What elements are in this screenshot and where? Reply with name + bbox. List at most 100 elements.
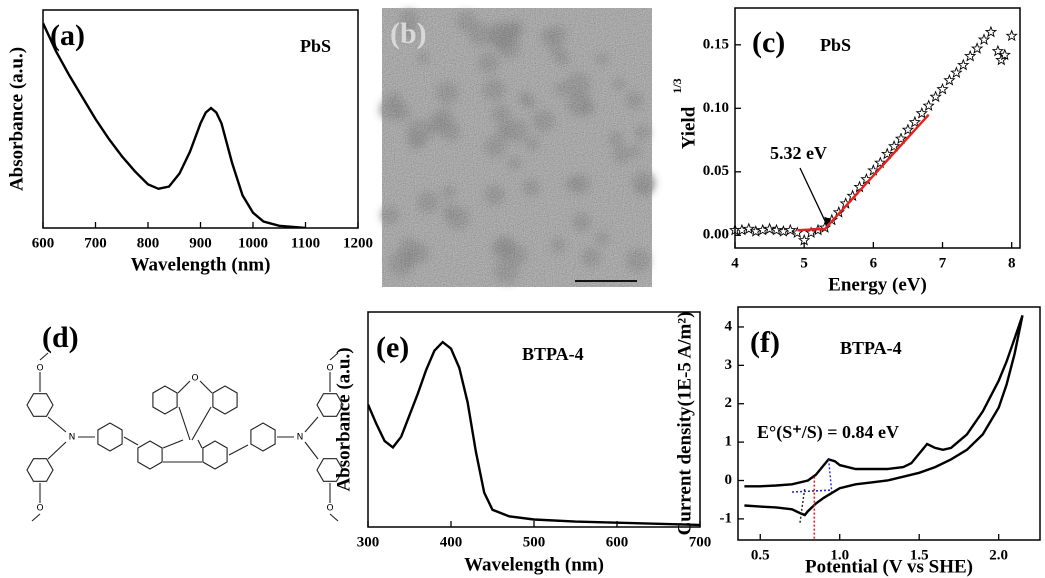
data-point [901,123,915,136]
x-tick-label: 0.5 [751,547,770,563]
data-point [991,44,1004,57]
ring [152,385,178,415]
onset-label: E°(S⁺/S) = 0.84 eV [757,422,899,443]
bond [228,444,249,456]
tangent [827,459,833,493]
plot-frame [737,306,1041,541]
data-point [984,25,998,38]
bond [123,436,139,446]
atom: O [326,504,333,514]
atom: O [36,364,43,374]
ring [316,458,344,482]
panel-label: (f) [750,326,780,359]
bond [31,513,41,522]
data-point [888,139,901,152]
atom: O [36,504,43,514]
panel-label: (c) [752,26,785,59]
y-axis-label: Current density(1E-5 A/m²) [674,312,695,536]
onset-label: 5.32 eV [770,143,827,163]
bond [304,416,319,433]
tangent [799,488,806,523]
data-point [784,223,797,236]
atom: O [191,374,198,384]
data-point [950,66,963,79]
data-line [43,22,306,228]
plot-frame [734,7,1021,249]
bond [47,416,67,433]
x-tick-label: 500 [523,534,546,550]
x-axis-label: Wavelength (nm) [131,254,271,275]
x-tick-label: 1.0 [830,547,849,563]
x-tick-label: 600 [32,235,55,251]
data-point [977,33,991,46]
y-axis-label: Absorbance (a.u.) [6,47,27,191]
bond [329,352,339,361]
x-tick-label: 900 [189,235,212,251]
y-axis-label: Yield [678,106,699,149]
x-tick-label: 8 [1008,255,1016,271]
arrow-head [824,216,832,226]
bond [177,380,191,394]
bond [329,513,339,522]
x-tick-label: 2.0 [989,547,1008,563]
y-tick-label: 0.00 [703,227,729,243]
ring [316,393,344,417]
ring [137,440,163,470]
data-point [922,99,935,112]
annotation: PbS [300,36,331,56]
bond [197,439,203,449]
data-point [915,106,928,119]
panel-label: (d) [42,321,79,354]
panel-label: (a) [50,19,85,52]
data-point [763,222,776,235]
x-tick-label: 5 [800,255,808,271]
bond [47,441,67,460]
atom: N [69,433,76,443]
y-tick-label: 0.15 [703,36,729,52]
data-line [368,340,700,527]
ring [97,422,123,452]
data-point [804,226,818,239]
panel-label: (b) [390,17,427,50]
data-point [797,233,811,246]
data-point [880,147,894,160]
x-tick-label: 7 [939,255,947,271]
plot-frame [367,311,701,528]
x-tick-label: 300 [357,534,380,550]
bond [162,439,184,449]
y-axis-label: Absorbance (a.u.) [333,347,354,491]
annotation: BTPA-4 [840,338,902,358]
x-axis-label: Wavelength (nm) [464,554,604,575]
x-tick-label: 700 [689,534,712,550]
y-tick-label: 0 [725,472,733,488]
ring [212,385,238,415]
x-tick-label: 1200 [343,235,373,251]
y-tick-label: 0.05 [703,163,729,179]
bond [191,406,212,441]
onset-arrow [799,167,827,224]
data-line [797,113,930,232]
y-tick-label: -1 [720,510,733,526]
ring [202,440,228,470]
data-point [929,90,942,103]
y-tick-label: 1 [725,434,733,450]
bond [199,380,213,394]
x-tick-label: 1000 [238,235,268,251]
data-point [970,42,984,54]
data-point [998,48,1011,61]
tem-grain [382,8,652,287]
x-axis-label: Energy (eV) [828,274,927,295]
data-point [957,58,970,71]
y-tick-label: 3 [725,357,733,373]
x-tick-label: 6 [870,255,878,271]
x-tick-label: 700 [84,235,107,251]
y-tick-label: 4 [725,318,733,334]
x-tick-label: 1100 [291,235,320,251]
data-point [742,222,756,235]
x-tick-label: 400 [440,534,463,550]
panel-label: (e) [376,331,409,364]
plot-frame [42,9,359,229]
ring [26,458,54,482]
data-point [943,73,956,86]
